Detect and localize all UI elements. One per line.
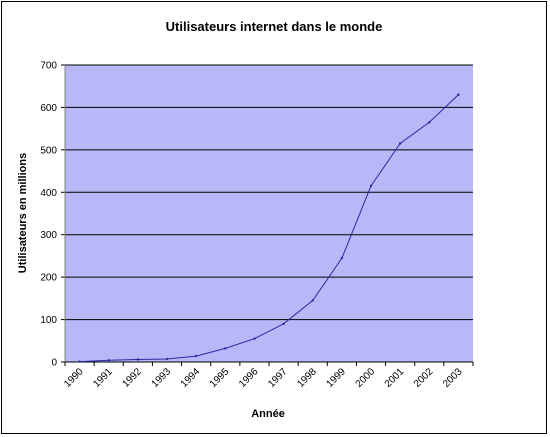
- x-tick-label-1998: 1998: [295, 366, 319, 390]
- x-tick-label-1992: 1992: [120, 366, 144, 390]
- x-tick-labels: 1990 1991 1992 1993 1994 1995 1996 1997 1998 1999…: [62, 366, 465, 390]
- data-point-2000: [369, 184, 373, 188]
- data-point-1997: [282, 322, 285, 326]
- x-tick-label-1993: 1993: [150, 366, 174, 390]
- x-tick-label-1994: 1994: [179, 366, 203, 390]
- data-point-1993: [165, 357, 169, 361]
- axes: [61, 64, 474, 366]
- y-tick-label-100: 100: [40, 315, 57, 326]
- plot-area: [65, 65, 473, 362]
- data-point-1990: [78, 360, 81, 363]
- y-tick-label-200: 200: [40, 273, 57, 284]
- data-point-2001: [398, 142, 402, 145]
- x-tick-label-2000: 2000: [354, 366, 378, 390]
- data-point-1991: [107, 359, 110, 362]
- y-tick-label-0: 0: [51, 358, 57, 369]
- y-tick-label-400: 400: [40, 188, 57, 199]
- series-layer: [78, 93, 460, 363]
- x-tick-label-1990: 1990: [62, 366, 86, 390]
- data-point-1996: [253, 337, 256, 340]
- y-tick-label-700: 700: [40, 61, 57, 72]
- data-point-1992: [136, 358, 140, 361]
- data-point-2002: [428, 121, 431, 124]
- x-axis-label: Année: [251, 408, 285, 420]
- x-tick-label-1999: 1999: [324, 366, 348, 390]
- data-point-2003: [457, 93, 460, 96]
- series-line-0: [79, 94, 459, 363]
- y-axis-label: Utilisateurs en millions: [17, 153, 29, 273]
- y-tick-labels: 0 100 200 300 400 500 600 700: [40, 61, 57, 369]
- x-tick-label-1996: 1996: [237, 366, 261, 390]
- data-point-1998: [311, 299, 314, 302]
- x-tick-label-1991: 1991: [91, 366, 115, 390]
- data-point-1994: [194, 354, 198, 358]
- x-tick-label-1997: 1997: [266, 366, 290, 390]
- data-point-1999: [340, 256, 344, 260]
- x-tick-label-1995: 1995: [208, 366, 232, 390]
- x-tick-label-2001: 2001: [383, 366, 407, 390]
- y-tick-label-600: 600: [40, 103, 57, 114]
- data-point-1995: [224, 347, 227, 350]
- chart-title: Utilisateurs internet dans le monde: [166, 19, 383, 34]
- gridlines: [65, 64, 473, 321]
- x-tick-label-2003: 2003: [441, 366, 465, 390]
- y-tick-label-500: 500: [40, 145, 57, 156]
- y-tick-label-300: 300: [40, 230, 57, 241]
- x-tick-label-2002: 2002: [412, 366, 436, 390]
